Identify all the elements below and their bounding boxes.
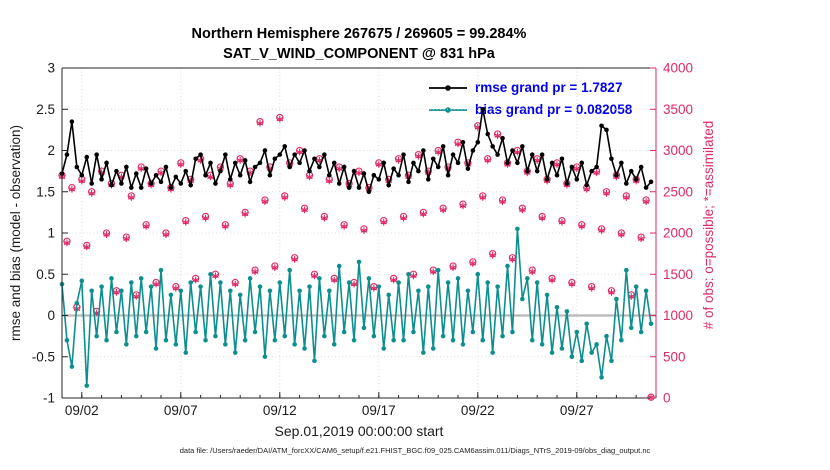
- svg-text:1000: 1000: [663, 308, 693, 323]
- obs-possible-markers: [58, 113, 655, 401]
- svg-text:-1: -1: [43, 391, 55, 406]
- svg-text:0: 0: [47, 308, 55, 323]
- svg-text:09/22: 09/22: [461, 403, 495, 418]
- svg-text:2.5: 2.5: [36, 102, 55, 117]
- svg-text:2000: 2000: [663, 226, 693, 241]
- chart-title: Northern Hemisphere 267675 / 269605 = 99…: [62, 24, 656, 64]
- legend-row-bias: bias grand pr = 0.082058: [428, 102, 632, 117]
- svg-text:3500: 3500: [663, 102, 693, 117]
- chart-title-line1: Northern Hemisphere 267675 / 269605 = 99…: [191, 26, 527, 42]
- y-axis-right-label: # of obs: o=possible; *=assimilated: [701, 120, 716, 330]
- svg-text:1.5: 1.5: [36, 184, 55, 199]
- bias-line: [59, 226, 654, 388]
- y-axis-right: 0 500 1000 1500 2000 2500 3000 3500 4000: [650, 61, 693, 406]
- legend: rmse grand pr = 1.7827 bias grand pr = 0…: [428, 80, 632, 117]
- svg-text:09/17: 09/17: [362, 403, 396, 418]
- svg-text:3000: 3000: [663, 143, 693, 158]
- svg-text:09/02: 09/02: [65, 403, 99, 418]
- y-axis-left-label: rmse and bias (model - observation): [8, 124, 23, 342]
- svg-text:500: 500: [663, 349, 686, 364]
- svg-text:-0.5: -0.5: [32, 349, 55, 364]
- grid-lines: [62, 67, 656, 399]
- legend-label-rmse: rmse grand pr = 1.7827: [475, 80, 623, 95]
- svg-text:09/12: 09/12: [263, 403, 297, 418]
- y-axis-left: -1 -0.5 0 0.5 1 1.5 2 2.5 3: [32, 61, 68, 406]
- svg-text:3: 3: [47, 61, 55, 76]
- svg-text:4000: 4000: [663, 61, 693, 76]
- legend-row-rmse: rmse grand pr = 1.7827: [428, 80, 632, 95]
- svg-text:1500: 1500: [663, 267, 693, 282]
- legend-label-bias: bias grand pr = 0.082058: [475, 102, 633, 117]
- svg-text:2: 2: [47, 143, 55, 158]
- x-axis: 09/02 09/07 09/12 09/17 09/22 09/27: [61, 392, 657, 418]
- svg-text:0: 0: [663, 391, 671, 406]
- svg-text:0.5: 0.5: [36, 267, 55, 282]
- x-axis-label: Sep.01,2019 00:00:00 start: [274, 423, 444, 439]
- svg-text:09/27: 09/27: [560, 403, 594, 418]
- chart-title-line2: SAT_V_WIND_COMPONENT @ 831 hPa: [223, 46, 495, 62]
- obs-assimilated-markers: [58, 115, 655, 401]
- svg-text:2500: 2500: [663, 184, 693, 199]
- svg-text:1: 1: [47, 226, 55, 241]
- data-file-caption: data file: /Users/raeder/DAI/ATM_forcXX/…: [179, 446, 651, 455]
- legend-sample-rmse: [429, 84, 467, 91]
- svg-text:09/07: 09/07: [164, 403, 198, 418]
